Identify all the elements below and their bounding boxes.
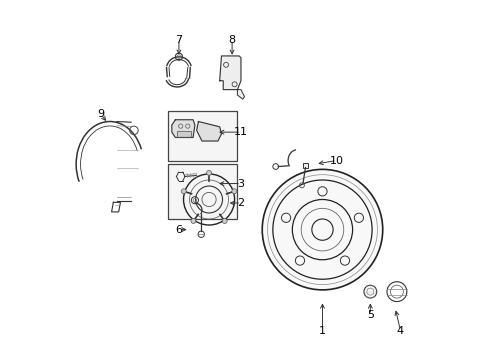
Text: 9: 9 <box>97 109 104 120</box>
Circle shape <box>231 189 236 194</box>
Text: 2: 2 <box>237 198 244 208</box>
Polygon shape <box>196 122 221 141</box>
Circle shape <box>262 169 382 290</box>
Polygon shape <box>171 120 195 138</box>
Text: 11: 11 <box>233 127 247 137</box>
Text: 3: 3 <box>237 179 244 189</box>
Text: 6: 6 <box>175 225 182 235</box>
Text: 1: 1 <box>318 326 325 336</box>
Bar <box>168 164 237 219</box>
Circle shape <box>206 170 211 175</box>
Text: 5: 5 <box>366 310 373 320</box>
Text: 4: 4 <box>396 326 403 336</box>
Circle shape <box>222 219 227 224</box>
Text: 7: 7 <box>175 35 182 45</box>
Polygon shape <box>237 90 244 99</box>
Text: 8: 8 <box>228 35 235 45</box>
Polygon shape <box>177 131 191 138</box>
Bar <box>303 163 307 168</box>
Circle shape <box>181 189 186 194</box>
Polygon shape <box>219 56 241 90</box>
Circle shape <box>190 219 196 224</box>
Bar <box>168 111 237 161</box>
Text: 10: 10 <box>329 156 343 166</box>
